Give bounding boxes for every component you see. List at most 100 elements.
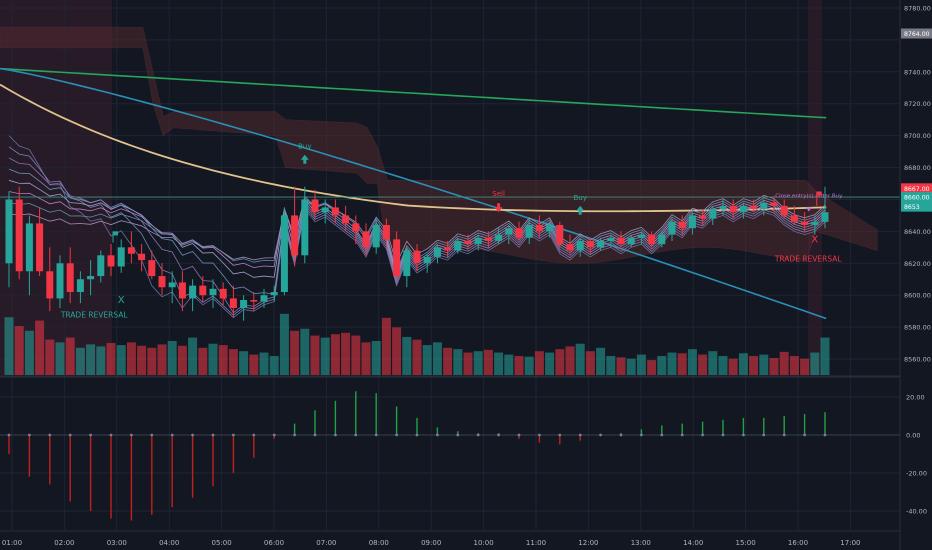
- price-badge-label: 8660.00: [904, 195, 930, 202]
- volume-bar: [698, 354, 708, 375]
- volume-bar: [718, 355, 728, 375]
- moving-average-green: [0, 67, 827, 119]
- candle-body: [495, 234, 503, 241]
- candle-body: [637, 234, 645, 238]
- candle-body: [148, 260, 156, 277]
- candle-body: [117, 247, 125, 267]
- time-tick-label: 03:00: [107, 539, 127, 547]
- volume-bar: [647, 360, 657, 375]
- volume-bar: [810, 352, 820, 375]
- candle-body: [454, 240, 462, 251]
- ribbon-line: [8, 135, 826, 319]
- flag-icon: [113, 231, 118, 236]
- volume-bar: [228, 349, 238, 375]
- volume-bar: [351, 335, 361, 375]
- volume-bar: [300, 328, 310, 375]
- price-badge-label: 8667.00: [904, 186, 930, 193]
- candle-body: [66, 263, 74, 293]
- candle-body: [688, 215, 696, 229]
- volume-bar: [494, 352, 504, 375]
- candle-body: [36, 223, 44, 272]
- candle-body: [444, 247, 452, 251]
- volume-bar: [310, 335, 320, 375]
- osc-tick-label: 20.00: [906, 394, 925, 402]
- volume-bar: [596, 347, 606, 375]
- osc-tick-label: 0.00: [906, 432, 920, 440]
- candle-body: [321, 207, 329, 213]
- osc-dot: [619, 433, 623, 437]
- osc-dot: [456, 433, 460, 437]
- volume-bar: [361, 342, 371, 375]
- time-tick-label: 05:00: [212, 539, 232, 547]
- candle-body: [719, 205, 727, 210]
- price-tick-label: 8560.00: [904, 356, 931, 364]
- candle-body: [87, 276, 95, 280]
- osc-tick-label: -20.00: [906, 470, 927, 478]
- candle-body: [56, 263, 64, 299]
- osc-dot: [7, 433, 11, 437]
- candle-body: [597, 240, 605, 248]
- candle-body: [790, 215, 798, 222]
- candle-body: [780, 205, 788, 216]
- volume-bar: [14, 326, 24, 375]
- volume-bar: [534, 351, 544, 375]
- candle-body: [484, 237, 492, 241]
- volume-bar: [749, 355, 759, 375]
- candle-body: [240, 300, 248, 308]
- volume-bar: [473, 351, 483, 375]
- shaded-zone: [808, 0, 822, 375]
- osc-dot: [395, 433, 398, 437]
- reversal-x-marker: X: [118, 295, 125, 306]
- buy-signal-label: Buy: [574, 194, 587, 202]
- volume-bar: [626, 358, 636, 375]
- candle-body: [168, 282, 176, 288]
- osc-dot: [313, 433, 317, 437]
- candle-body: [750, 205, 758, 210]
- osc-dot: [48, 433, 52, 437]
- volume-bar: [412, 339, 422, 375]
- candle-body: [15, 199, 23, 272]
- time-tick-label: 02:00: [54, 539, 74, 547]
- volume-bar: [239, 351, 249, 375]
- price-tick-label: 8740.00: [904, 68, 931, 76]
- time-tick-label: 09:00: [421, 539, 441, 547]
- volume-bar: [371, 341, 381, 375]
- candle-body: [158, 276, 166, 288]
- time-tick-label: 06:00: [264, 539, 284, 547]
- volume-bar: [157, 344, 167, 375]
- osc-dot: [191, 433, 195, 437]
- candle-body: [668, 221, 676, 235]
- volume-bar: [45, 339, 55, 375]
- osc-dot: [272, 433, 276, 437]
- candle-body: [546, 225, 554, 232]
- price-badge: [901, 192, 932, 203]
- cloud-band: [0, 26, 878, 264]
- volume-bar: [198, 347, 208, 375]
- osc-dot: [701, 433, 704, 437]
- candle-body: [474, 237, 482, 245]
- candle-body: [801, 221, 809, 225]
- volume-bar: [290, 330, 300, 375]
- candle-body: [393, 239, 401, 277]
- price-badge-label: 8653: [904, 204, 920, 211]
- time-tick-label: 04:00: [159, 539, 179, 547]
- candle-body: [46, 271, 54, 299]
- osc-dot: [415, 433, 419, 437]
- time-tick-label: 13:00: [631, 539, 651, 547]
- volume-bar: [24, 330, 34, 375]
- osc-dot: [354, 433, 358, 437]
- osc-dot: [211, 433, 215, 437]
- volume-bar: [545, 352, 555, 375]
- candle-body: [556, 225, 564, 245]
- trade-reversal-label: TRADE REVERSAL: [60, 311, 129, 320]
- candle-body: [515, 228, 523, 238]
- osc-dot: [640, 433, 643, 437]
- volume-bar: [4, 317, 14, 375]
- candle-body: [678, 221, 686, 229]
- osc-dot: [170, 433, 174, 437]
- candle-body: [699, 215, 707, 219]
- volume-bar: [820, 337, 830, 375]
- trade-reversal-label: TRADE REVERSAL: [774, 255, 843, 264]
